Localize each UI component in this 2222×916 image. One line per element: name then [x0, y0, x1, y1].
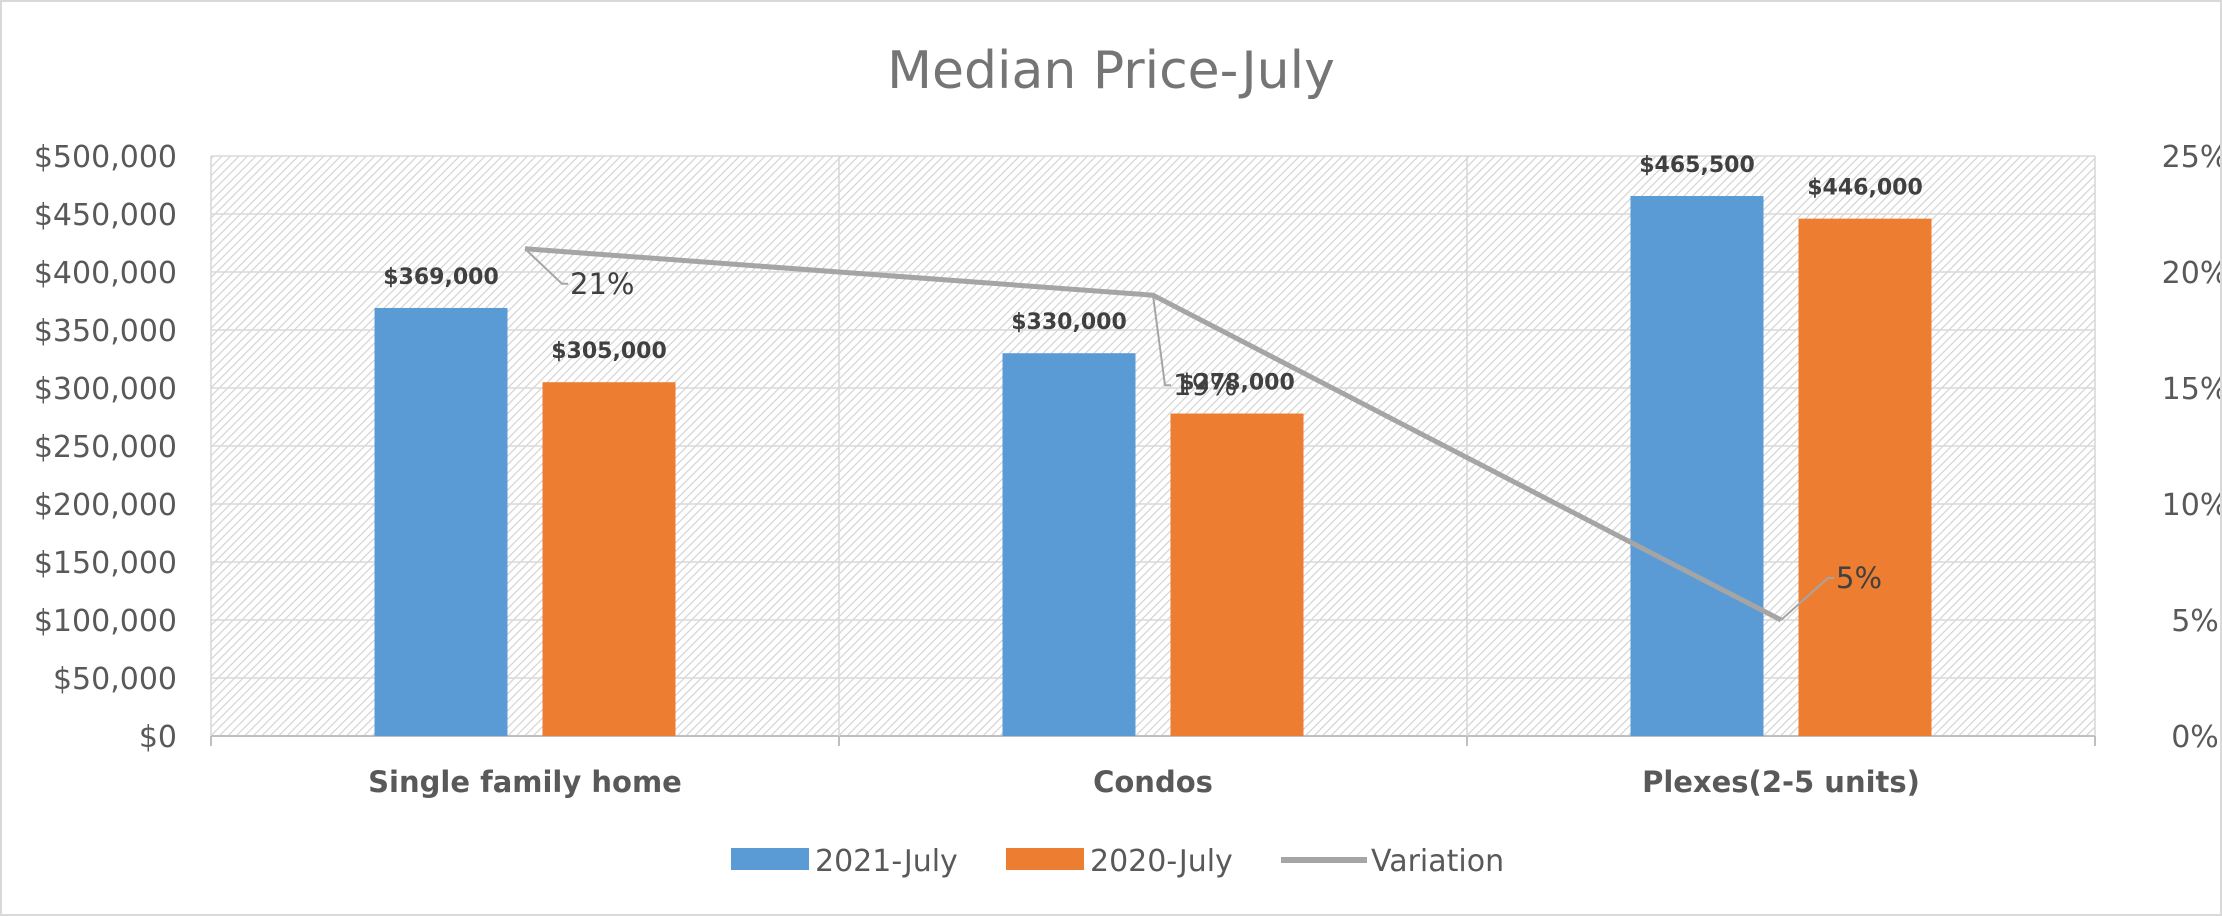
- bar-2020: [1798, 218, 1932, 736]
- x-tick-label: Condos: [1093, 765, 1213, 799]
- legend-swatch: [731, 848, 809, 870]
- legend-label: 2021-July: [815, 844, 958, 879]
- y2-tick-label: 25%: [2162, 140, 2220, 175]
- legend-swatch: [1006, 848, 1084, 870]
- chart-title: Median Price-July: [887, 41, 1335, 101]
- y2-tick-label: 15%: [2162, 372, 2220, 407]
- y-tick-label: $0: [139, 720, 177, 755]
- y-tick-label: $150,000: [34, 546, 177, 581]
- line-label-leader: [1152, 295, 1171, 387]
- x-tick-label: Plexes(2-5 units): [1642, 765, 1920, 799]
- y-tick-label: $100,000: [34, 604, 177, 639]
- y-tick-label: $250,000: [34, 430, 177, 465]
- y2-tick-label: 5%: [2171, 604, 2219, 639]
- legend-label: 2020-July: [1090, 844, 1233, 879]
- line-data-label: 19%: [1173, 368, 1237, 402]
- legend-item-2020: 2020-July: [1006, 844, 1233, 879]
- y-tick-label: $450,000: [34, 198, 177, 233]
- bar-2020: [1170, 413, 1304, 736]
- line-label-leader: [524, 248, 568, 285]
- bar-2020: [542, 382, 676, 736]
- y-tick-label: $350,000: [34, 314, 177, 349]
- y2-tick-label: 10%: [2162, 488, 2220, 523]
- y2-tick-label: 20%: [2162, 256, 2220, 291]
- line-label-leader: [1780, 577, 1834, 621]
- legend-label: Variation: [1371, 844, 1504, 879]
- plot-area: $0 $50,000 $100,000 $150,000 $200,000 $250,00…: [34, 140, 2220, 799]
- bar-data-label: $369,000: [383, 265, 499, 290]
- bar-data-label: $330,000: [1011, 310, 1127, 335]
- bar-data-label: $305,000: [551, 339, 667, 364]
- line-data-label: 21%: [570, 267, 634, 301]
- y-tick-label: $200,000: [34, 488, 177, 523]
- y-tick-label: $50,000: [53, 662, 177, 697]
- legend-item-2021: 2021-July: [731, 844, 958, 879]
- y2-tick-label: 0%: [2171, 720, 2219, 755]
- y-tick-label: $500,000: [34, 140, 177, 175]
- line-data-label: 5%: [1836, 561, 1882, 595]
- bar-data-label: $278,000: [1179, 371, 1295, 396]
- legend-item-variation: Variation: [1281, 844, 1504, 879]
- chart-legend: 2021-July 2020-July Variation: [731, 844, 1504, 879]
- bar-2021: [1630, 196, 1764, 736]
- x-tick-label: Single family home: [368, 765, 682, 799]
- bar-data-label: $465,500: [1639, 153, 1755, 178]
- y-tick-label: $300,000: [34, 372, 177, 407]
- bar-data-label: $446,000: [1807, 176, 1923, 201]
- y-tick-label: $400,000: [34, 256, 177, 291]
- bar-2021: [374, 307, 508, 736]
- bar-2021: [1002, 353, 1136, 736]
